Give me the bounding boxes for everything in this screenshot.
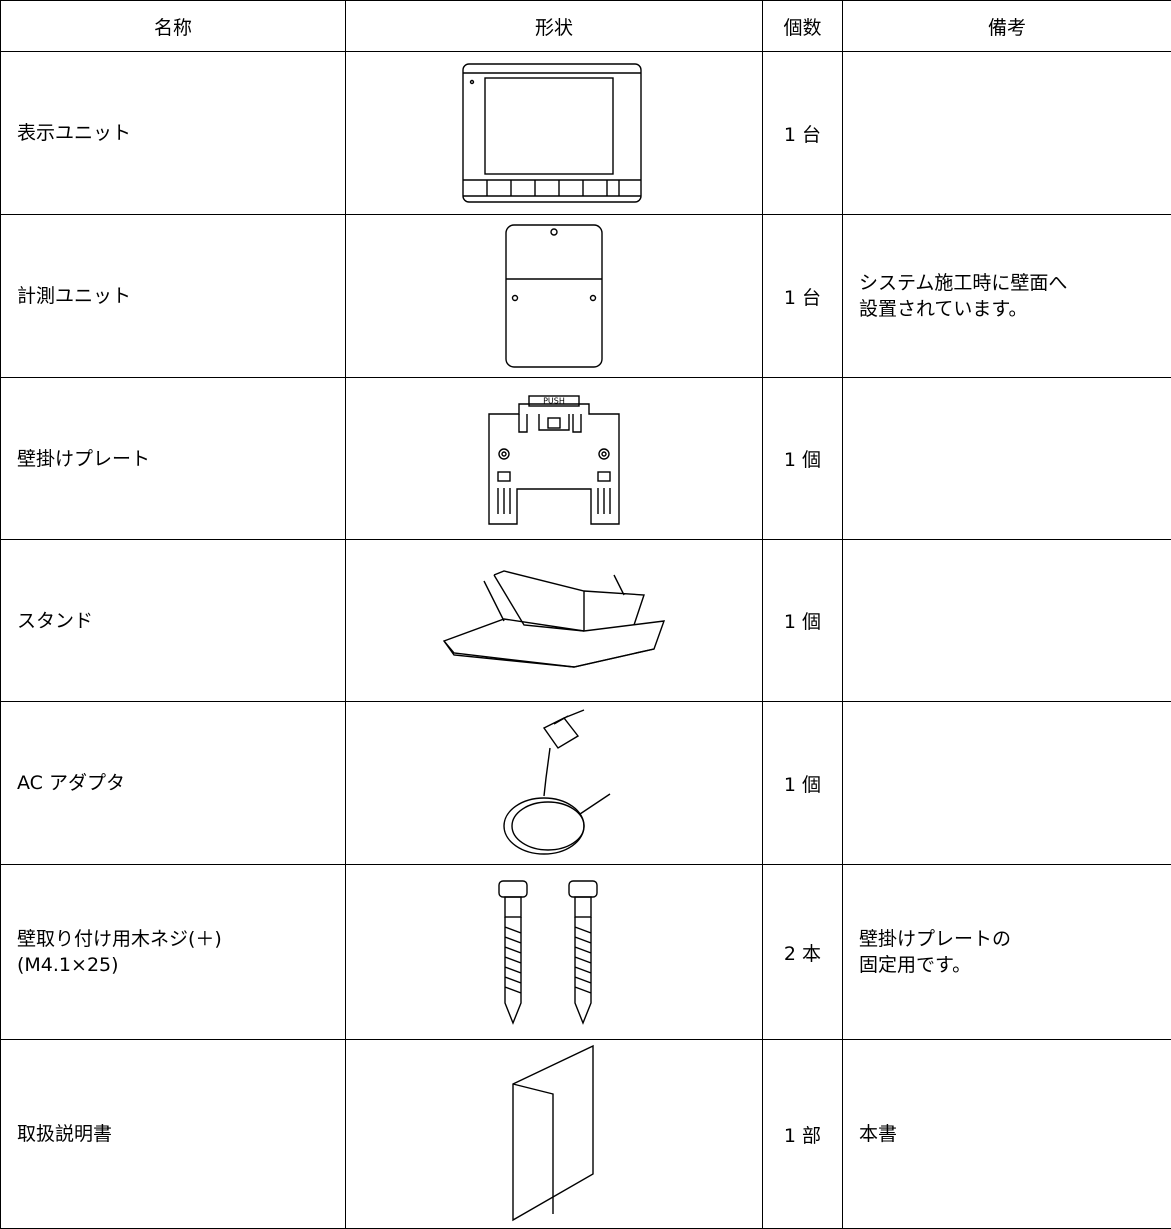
note-cell: [842, 51, 1171, 215]
note-cell: [842, 701, 1171, 865]
note-cell: 本書: [842, 1039, 1171, 1229]
text-line: 取扱説明書: [17, 1123, 113, 1145]
table-row: 表示ユニット 1 台: [0, 51, 1171, 215]
shape-cell: [345, 51, 763, 215]
shape-cell: [345, 864, 763, 1040]
table-row: スタンド 1 個: [0, 539, 1171, 702]
text-line: スタンド: [17, 609, 94, 632]
text-line: AC アダプタ: [17, 772, 125, 794]
text-line: 計測ユニット: [17, 285, 132, 307]
shape-cell: [345, 1039, 763, 1229]
illustration-screws: [498, 880, 598, 1025]
header-cell: 備考: [842, 0, 1171, 52]
shape-cell: [345, 214, 763, 378]
text-line: システム施工時に壁面へ: [859, 272, 1068, 294]
note-cell: システム施工時に壁面へ 設置されています。: [842, 214, 1171, 378]
count-cell: 1 部: [762, 1039, 843, 1229]
header-row: 名称 形状 個数 備考: [0, 0, 1171, 52]
note-cell: 壁掛けプレートの 固定用です。: [842, 864, 1171, 1040]
table-row: 取扱説明書 1 部本書: [0, 1039, 1171, 1229]
shape-cell: [345, 539, 763, 702]
header-cell: 名称: [0, 0, 346, 52]
count-cell: 1 台: [762, 51, 843, 215]
name-cell: スタンド: [0, 539, 346, 702]
illustration-display: [462, 63, 642, 203]
shape-cell: [345, 701, 763, 865]
header-cell: 形状: [345, 0, 763, 52]
text-line: 表示ユニット: [17, 122, 132, 144]
name-cell: 取扱説明書: [0, 1039, 346, 1229]
illustration-wall-plate: PUSH: [488, 394, 620, 525]
name-cell: 表示ユニット: [0, 51, 346, 215]
table-body: 表示ユニット 1 台計測ユニット 1 台システム施工時に壁面へ 設置されています。…: [0, 51, 1171, 1229]
name-cell: 壁掛けプレート: [0, 377, 346, 540]
note-cell: [842, 377, 1171, 540]
illustration-manual: [512, 1044, 594, 1222]
push-label: PUSH: [543, 396, 565, 405]
text-line: 壁掛けプレートの: [859, 928, 1012, 950]
text-line: 壁取り付け用木ネジ(＋): [17, 928, 222, 950]
table-row: 壁取り付け用木ネジ(＋) (M4.1×25) 2 本壁掛けプレートの 固定用です。: [0, 864, 1171, 1040]
illustration-ac-adapter: [503, 708, 611, 855]
illustration-meter: [505, 224, 603, 368]
shape-cell: PUSH: [345, 377, 763, 540]
table-row: 計測ユニット 1 台システム施工時に壁面へ 設置されています。: [0, 214, 1171, 378]
count-cell: 1 個: [762, 377, 843, 540]
note-cell: [842, 539, 1171, 702]
text-line: (M4.1×25): [17, 954, 119, 976]
header-cell: 個数: [762, 0, 843, 52]
count-cell: 1 個: [762, 701, 843, 865]
text-line: 壁掛けプレート: [17, 447, 151, 470]
count-cell: 1 個: [762, 539, 843, 702]
table-row: 壁掛けプレート PUSH 1 個: [0, 377, 1171, 540]
text-line: 固定用です。: [859, 954, 972, 976]
name-cell: 計測ユニット: [0, 214, 346, 378]
table-row: AC アダプタ 1 個: [0, 701, 1171, 865]
count-cell: 2 本: [762, 864, 843, 1040]
illustration-stand: [442, 569, 666, 668]
name-cell: AC アダプタ: [0, 701, 346, 865]
text-line: 設置されています。: [859, 298, 1028, 320]
text-line: 本書: [859, 1123, 898, 1145]
count-cell: 1 台: [762, 214, 843, 378]
name-cell: 壁取り付け用木ネジ(＋) (M4.1×25): [0, 864, 346, 1040]
